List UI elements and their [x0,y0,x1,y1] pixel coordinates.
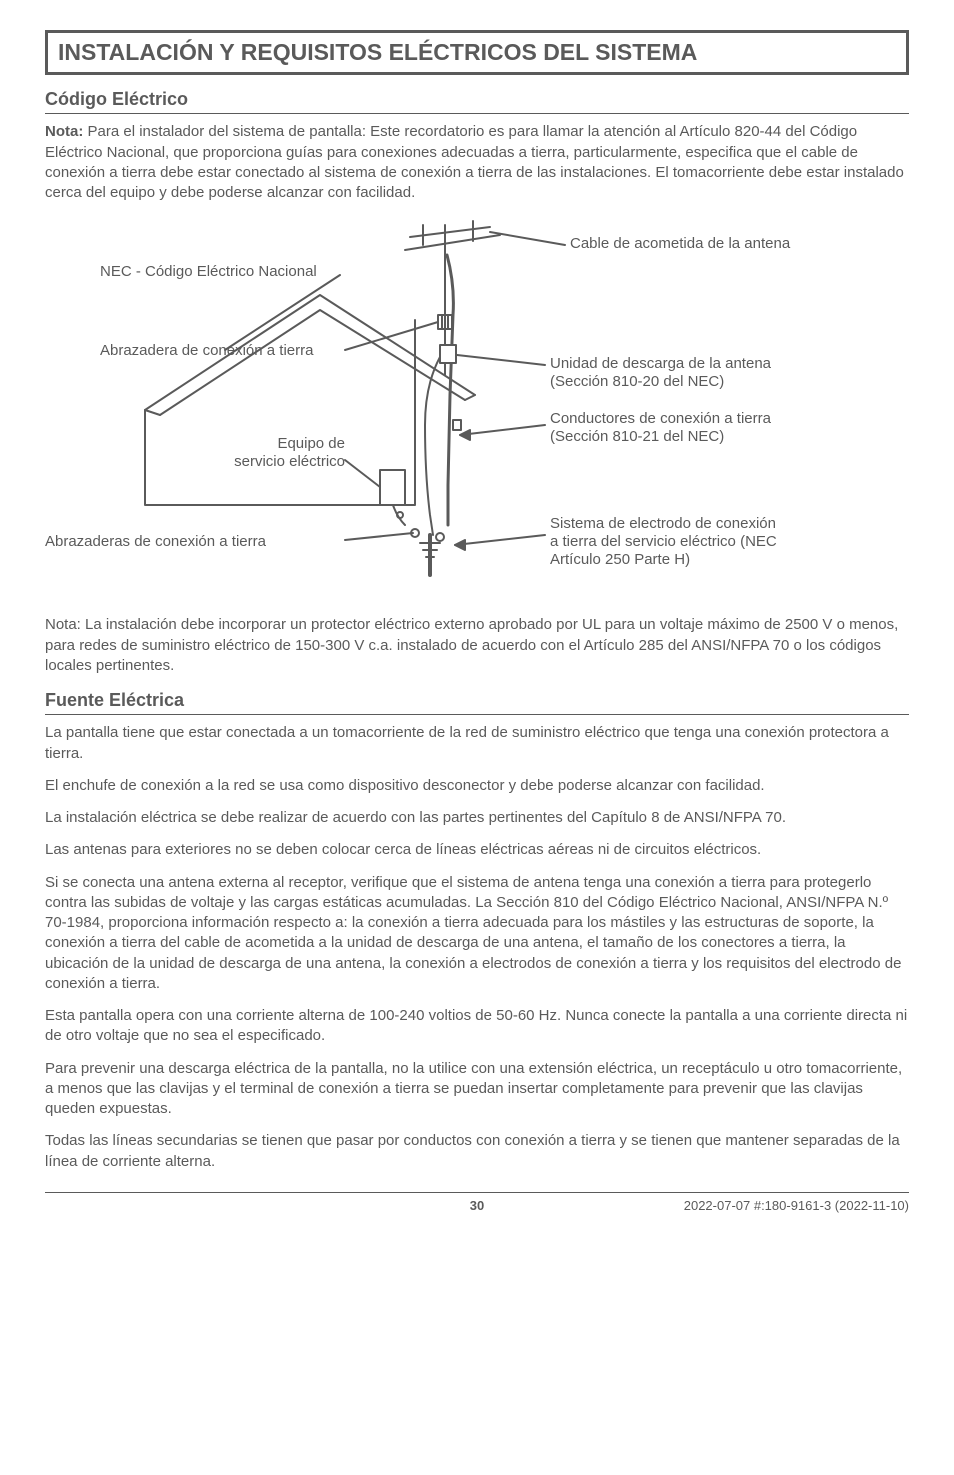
main-title: INSTALACIÓN Y REQUISITOS ELÉCTRICOS DEL … [58,37,896,68]
label-antenna-lead: Cable de acometida de la antena [570,235,790,253]
label-ground-clamps: Abrazaderas de conexión a tierra [45,533,266,551]
label-discharge-2: (Sección 810-20 del NEC) [550,373,724,391]
note-body: Para el instalador del sistema de pantal… [45,123,904,201]
fuente-p7: Para prevenir una descarga eléctrica de … [45,1059,909,1120]
section-heading-codigo: Código Eléctrico [45,87,909,114]
footer-right: 2022-07-07 #:180-9161-3 (2022-11-10) [684,1197,909,1215]
label-nec: NEC - Código Eléctrico Nacional [100,263,317,281]
main-title-box: INSTALACIÓN Y REQUISITOS ELÉCTRICOS DEL … [45,30,909,75]
label-ground-clamp: Abrazadera de conexión a tierra [100,342,313,360]
fuente-p5: Si se conecta una antena externa al rece… [45,873,909,995]
note-label: Nota: [45,123,83,140]
label-discharge-1: Unidad de descarga de la antena [550,355,771,373]
label-electrode-2: a tierra del servicio eléctrico (NEC [550,533,777,551]
label-equipment-2: servicio eléctrico [217,453,345,471]
section-heading-fuente: Fuente Eléctrica [45,688,909,715]
fuente-p2: El enchufe de conexión a la red se usa c… [45,776,909,796]
label-electrode-1: Sistema de electrodo de conexión [550,515,776,533]
grounding-diagram: Cable de acometida de la antena NEC - Có… [45,215,909,605]
note-paragraph: Nota: Para el instalador del sistema de … [45,122,909,203]
fuente-p6: Esta pantalla opera con una corriente al… [45,1006,909,1047]
fuente-p3: La instalación eléctrica se debe realiza… [45,808,909,828]
fuente-p8: Todas las líneas secundarias se tienen q… [45,1131,909,1172]
fuente-p4: Las antenas para exteriores no se deben … [45,840,909,860]
fuente-p1: La pantalla tiene que estar conectada a … [45,723,909,764]
page-number: 30 [470,1197,484,1215]
label-equipment-1: Equipo de [255,435,345,453]
label-electrode-3: Artículo 250 Parte H) [550,551,690,569]
install-note: Nota: La instalación debe incorporar un … [45,615,909,676]
footer: 30 2022-07-07 #:180-9161-3 (2022-11-10) [45,1192,909,1215]
label-conductors-1: Conductores de conexión a tierra [550,410,771,428]
label-conductors-2: (Sección 810-21 del NEC) [550,428,724,446]
